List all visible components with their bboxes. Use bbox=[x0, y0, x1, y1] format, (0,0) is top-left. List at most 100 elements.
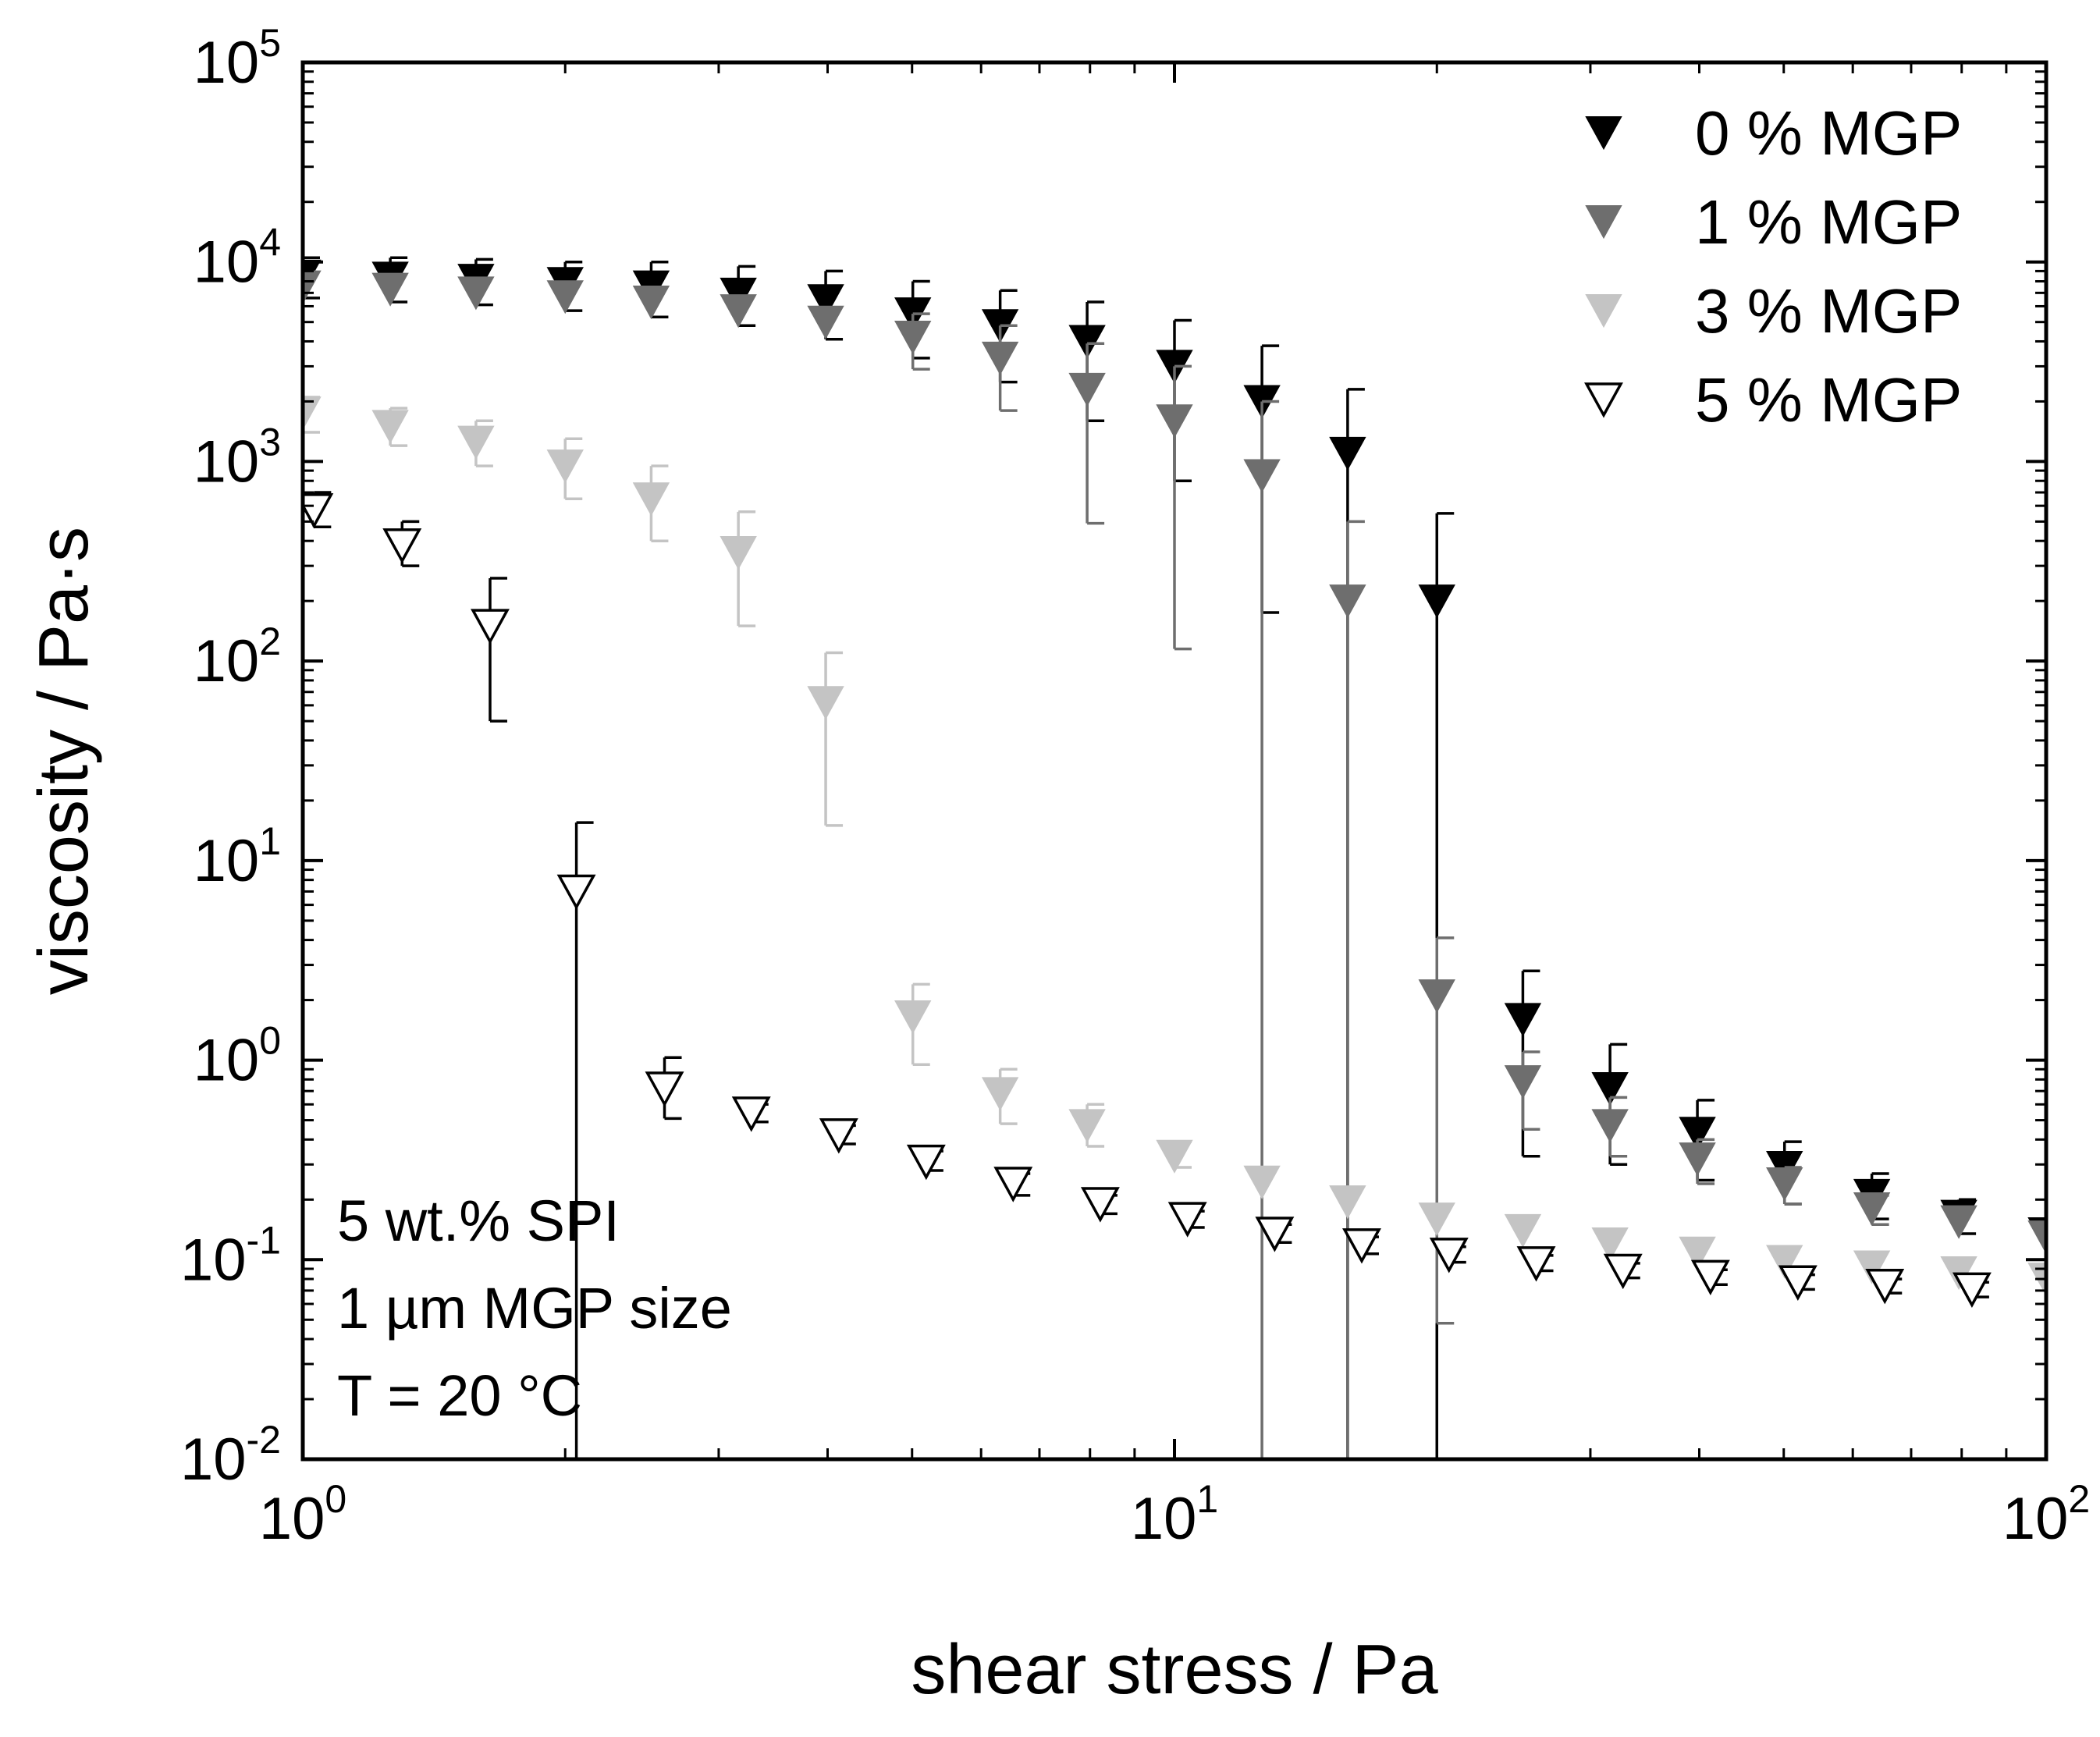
data-point bbox=[1329, 584, 1366, 619]
data-point bbox=[1778, 1265, 1818, 1301]
annotation-particle-size: 1 µm MGP size bbox=[337, 1276, 732, 1341]
data-point bbox=[1329, 436, 1366, 471]
legend-marker bbox=[1585, 294, 1622, 329]
error-bar bbox=[1173, 318, 1192, 482]
legend-marker bbox=[1584, 382, 1623, 418]
y-tick-label: 104 bbox=[194, 221, 281, 296]
data-point bbox=[720, 277, 757, 311]
data-point bbox=[1080, 1187, 1120, 1223]
data-point bbox=[1591, 1109, 1629, 1143]
data-point bbox=[1068, 1109, 1106, 1143]
x-axis-ticks bbox=[301, 62, 2048, 1459]
data-point bbox=[1418, 1202, 1455, 1237]
data-point bbox=[807, 305, 844, 339]
legend-label: 3 % MGP bbox=[1695, 276, 1962, 346]
data-point bbox=[632, 286, 670, 320]
legend-item: 1 % MGP bbox=[1585, 187, 1962, 257]
data-point bbox=[1690, 1259, 1730, 1295]
y-tick-label: 105 bbox=[194, 21, 281, 96]
legend-item: 5 % MGP bbox=[1584, 365, 1962, 435]
data-point bbox=[720, 294, 757, 329]
data-point bbox=[1603, 1253, 1643, 1290]
data-point bbox=[371, 410, 409, 444]
error-bar bbox=[1086, 342, 1105, 525]
data-layer bbox=[303, 256, 2046, 1459]
series-1 bbox=[303, 270, 2046, 1459]
x-axis-tick-labels: 100 101 102 bbox=[259, 1477, 2090, 1552]
data-point bbox=[1243, 1165, 1281, 1199]
data-point bbox=[1853, 1192, 1891, 1227]
data-point bbox=[1940, 1205, 1977, 1239]
legend-marker bbox=[1585, 116, 1622, 151]
data-point bbox=[632, 482, 670, 517]
data-point bbox=[1952, 1272, 1992, 1308]
data-point bbox=[1679, 1117, 1716, 1151]
y-tick-label: 102 bbox=[194, 620, 281, 694]
series-3 bbox=[303, 491, 1992, 1459]
data-point bbox=[1429, 1238, 1469, 1273]
data-point bbox=[1591, 1227, 1629, 1262]
data-point bbox=[556, 874, 596, 911]
data-point bbox=[1516, 1246, 1556, 1282]
legend-marker bbox=[1585, 205, 1622, 240]
data-point bbox=[894, 1000, 932, 1035]
data-point bbox=[1679, 1236, 1716, 1270]
x-tick-label: 100 bbox=[259, 1477, 346, 1552]
error-bar bbox=[1346, 520, 1365, 1459]
data-point bbox=[1853, 1250, 1891, 1284]
data-point bbox=[457, 276, 495, 311]
data-point bbox=[981, 341, 1019, 375]
data-point bbox=[303, 396, 322, 431]
data-point bbox=[731, 1096, 771, 1132]
data-point bbox=[371, 272, 409, 307]
data-point bbox=[1156, 1139, 1193, 1174]
data-point bbox=[1418, 584, 1455, 619]
legend-item: 0 % MGP bbox=[1585, 98, 1962, 168]
legend-label: 0 % MGP bbox=[1695, 98, 1962, 168]
annotation-temperature: T = 20 °C bbox=[337, 1363, 582, 1428]
error-bar bbox=[489, 577, 507, 723]
legend-item: 3 % MGP bbox=[1585, 276, 1962, 346]
data-point bbox=[993, 1167, 1033, 1202]
y-axis-tick-labels: 10-2 10-1 100 101 102 103 104 105 bbox=[180, 21, 281, 1493]
annotation-block: 5 wt.% SPI 1 µm MGP size T = 20 °C bbox=[337, 1188, 732, 1428]
x-axis-title: shear stress / Pa bbox=[911, 1631, 1438, 1709]
data-point bbox=[457, 425, 495, 460]
error-bar bbox=[2045, 1219, 2046, 1248]
data-point bbox=[1342, 1228, 1381, 1264]
y-axis-title: viscosity / Pa·s bbox=[25, 527, 103, 995]
error-bar bbox=[737, 510, 756, 627]
data-point bbox=[1068, 325, 1106, 359]
data-point bbox=[382, 528, 422, 564]
data-point bbox=[906, 1144, 946, 1181]
data-point bbox=[1167, 1202, 1207, 1238]
y-axis-ticks bbox=[303, 61, 2046, 1461]
error-bar bbox=[574, 821, 594, 1459]
legend: 0 % MGP 1 % MGP 3 % MGP 5 % MGP bbox=[1584, 98, 1962, 435]
data-point bbox=[1504, 1065, 1542, 1099]
y-tick-label: 10-1 bbox=[180, 1218, 281, 1293]
x-tick-label: 101 bbox=[1131, 1477, 1218, 1552]
error-bar bbox=[1346, 388, 1365, 1459]
data-point bbox=[1418, 979, 1455, 1014]
data-point bbox=[819, 1118, 858, 1154]
data-point bbox=[1766, 1167, 1803, 1202]
data-point bbox=[1591, 1072, 1629, 1106]
data-point bbox=[303, 493, 334, 529]
data-point bbox=[1504, 1213, 1542, 1248]
y-tick-label: 10-2 bbox=[180, 1418, 281, 1493]
x-tick-label: 102 bbox=[2002, 1477, 2090, 1552]
error-bar bbox=[1260, 400, 1280, 1459]
series-2 bbox=[303, 396, 2046, 1297]
data-point bbox=[1243, 459, 1281, 493]
data-point bbox=[720, 536, 757, 570]
y-tick-label: 103 bbox=[194, 420, 281, 495]
data-point bbox=[471, 609, 510, 645]
data-point bbox=[546, 280, 584, 314]
data-point bbox=[1156, 404, 1193, 439]
data-point bbox=[1865, 1268, 1905, 1305]
legend-label: 5 % MGP bbox=[1695, 365, 1962, 435]
error-bar bbox=[1086, 300, 1105, 422]
error-bar bbox=[824, 651, 844, 827]
